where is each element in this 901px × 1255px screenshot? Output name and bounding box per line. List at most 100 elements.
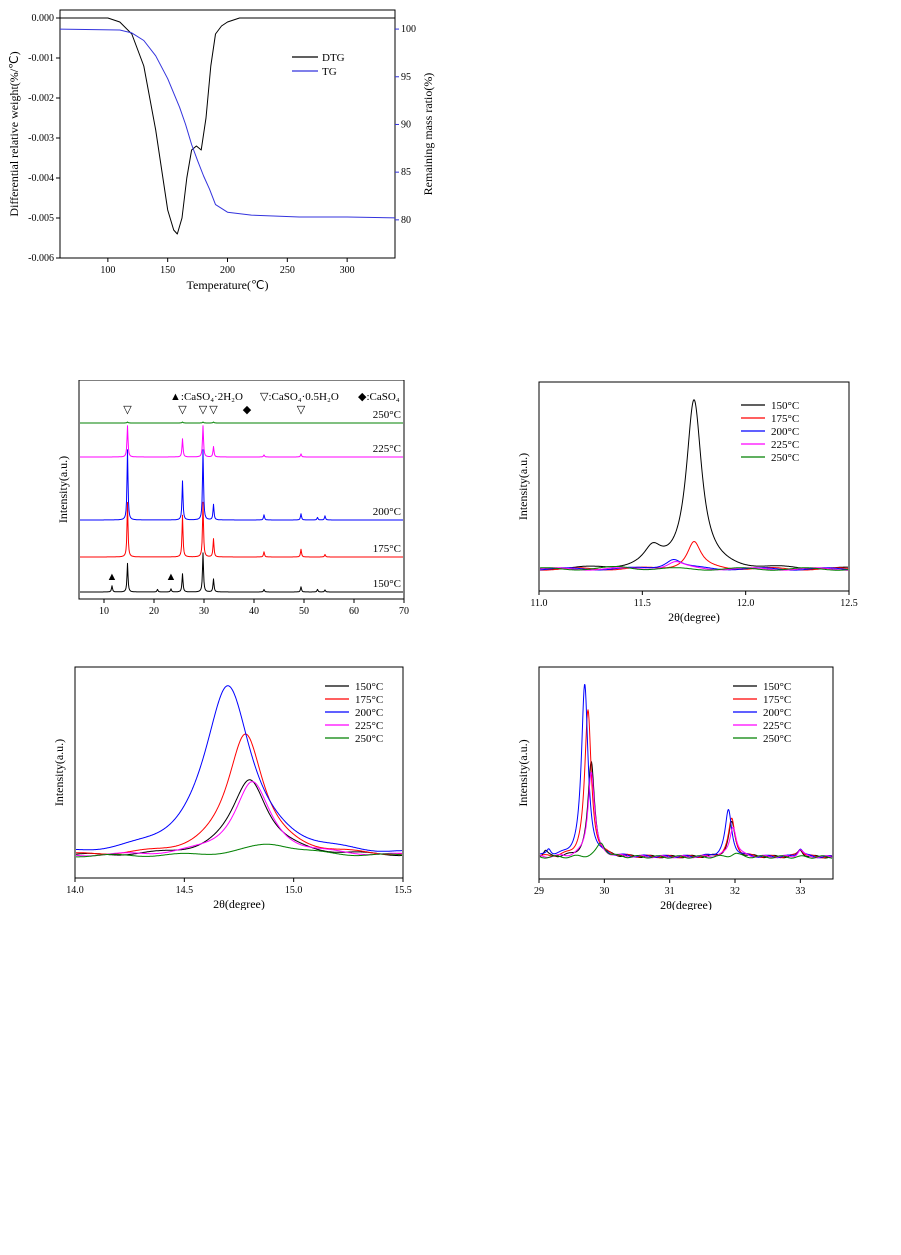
tg-y-tick-label: -0.005 (28, 213, 54, 224)
tg-y-tick-label: -0.001 (28, 53, 54, 64)
tg-y-axis-label: Differential relative weight(%/℃) (7, 51, 21, 216)
xrd-series-150c (80, 552, 403, 593)
z2-plot-frame (74, 666, 404, 879)
z3-legend-label: 150°C (763, 681, 791, 693)
z1-legend-label: 200°C (771, 426, 799, 438)
z1-legend-label: 175°C (771, 413, 799, 425)
xrd-series-label: 200°C (373, 506, 401, 518)
z2-series-175c (76, 733, 402, 855)
xrd-x-tick-label: 10 (99, 606, 109, 617)
z2-x-tick-label: 15.5 (394, 885, 412, 896)
z2-series-150c (76, 779, 402, 857)
xrd-x-axis-label: 2θ(degree) (216, 618, 268, 620)
z2-y-axis-label: Intensity(a.u.) (52, 739, 66, 806)
xrd-x-tick-label: 70 (399, 606, 409, 617)
z3-legend-label: 200°C (763, 707, 791, 719)
tg-x-tick-label: 100 (100, 265, 115, 276)
xrd-y-axis-label: Intensity(a.u.) (56, 456, 70, 523)
xrd-x-tick-label: 50 (299, 606, 309, 617)
tg-legend-label: TG (322, 66, 337, 78)
z2-series-225c (76, 781, 402, 857)
z3-series-150c (539, 761, 833, 859)
tg-y-tick-label: -0.002 (28, 93, 54, 104)
xrd-series-label: 175°C (373, 543, 401, 555)
z1-legend-label: 150°C (771, 400, 799, 412)
z3-x-tick-label: 30 (599, 886, 609, 897)
tg-y-right-axis-label: Remaining mass ratio(%) (421, 73, 435, 196)
z1-x-tick-label: 11.5 (634, 598, 651, 609)
z3-legend-label: 175°C (763, 694, 791, 706)
tg-y-right-tick-label: 95 (401, 72, 411, 83)
xrd-phase-marker: ▲ (166, 571, 177, 583)
xrd-phase-legend: ▽:CaSO₄·0.5H₂O (260, 391, 339, 403)
xrd-series-label: 150°C (373, 578, 401, 590)
xrd-plot-frame (78, 380, 405, 600)
tg-y-tick-label: 0.000 (32, 13, 55, 24)
z2-series-200c (76, 685, 402, 852)
xrd-phase-legend: ▲:CaSO₄·2H₂O (170, 391, 243, 403)
xrd-phase-marker: ◆ (243, 404, 252, 416)
tg-x-tick-label: 300 (340, 265, 355, 276)
z3-y-axis-label: Intensity(a.u.) (516, 739, 530, 806)
tg-series-tg (59, 28, 396, 219)
tg-y-right-tick-label: 80 (401, 215, 411, 226)
z1-y-axis-label: Intensity(a.u.) (516, 453, 530, 520)
tg-y-right-tick-label: 90 (401, 119, 411, 130)
xrd-phase-marker: ▲ (107, 571, 118, 583)
z3-legend-label: 225°C (763, 720, 791, 732)
xrd-zoom-14-chart: 14.0 14.5 15.0 15.5 2θ(degree) Intensity(a.u.… (52, 666, 412, 910)
z3-series-225c (539, 771, 833, 859)
z3-series-250c (539, 842, 833, 859)
z2-legend-label: 250°C (355, 733, 383, 745)
z3-x-axis-label: 2θ(degree) (660, 898, 712, 910)
z1-plot-frame (538, 381, 850, 592)
z3-x-tick-label: 31 (665, 886, 675, 897)
xrd-series-175c (80, 501, 403, 558)
z3-x-tick-label: 33 (795, 886, 805, 897)
z1-x-tick-label: 12.5 (840, 598, 858, 609)
xrd-zoom-29-chart: 29 30 31 32 33 2θ(degree) Intensity(a.u.) 150°C… (516, 666, 834, 910)
xrd-series-250c (80, 421, 403, 424)
tg-x-tick-label: 250 (280, 265, 295, 276)
tg-y-tick-label: -0.003 (28, 133, 54, 144)
z1-series-225c (540, 561, 848, 571)
xrd-phase-marker: ▽ (123, 404, 132, 416)
z1-legend-label: 225°C (771, 439, 799, 451)
xrd-pattern-chart: 10 20 30 40 50 60 70 2θ(degree) Intensity(a.u.) 1… (56, 380, 409, 620)
z3-x-tick-label: 29 (534, 886, 544, 897)
z2-legend-label: 225°C (355, 720, 383, 732)
tg-dtg-chart: 100 150 200 250 300 0.000 -0.001 -0.002 -0.003 -0… (7, 9, 435, 292)
tg-x-tick-label: 200 (220, 265, 235, 276)
xrd-series-225c (80, 425, 403, 458)
xrd-x-tick-label: 20 (149, 606, 159, 617)
xrd-phase-legend: ◆:CaSO₄ (358, 391, 400, 403)
tg-y-right-tick-label: 85 (401, 167, 411, 178)
z2-x-tick-label: 14.5 (176, 885, 194, 896)
z2-legend-label: 175°C (355, 694, 383, 706)
z1-series-250c (540, 566, 849, 571)
z2-x-axis-label: 2θ(degree) (213, 897, 265, 910)
xrd-series-label: 225°C (373, 443, 401, 455)
tg-x-axis-label: Temperature(℃) (187, 278, 269, 292)
z3-legend-label: 250°C (763, 733, 791, 745)
tg-plot-frame (59, 9, 396, 259)
z3-x-tick-label: 32 (730, 886, 740, 897)
xrd-series-200c (80, 449, 403, 521)
tg-y-tick-label: -0.004 (28, 173, 54, 184)
z2-legend-label: 150°C (355, 681, 383, 693)
z1-series-150c (540, 399, 849, 570)
tg-x-tick-label: 150 (160, 265, 175, 276)
z1-legend-label: 250°C (771, 452, 799, 464)
xrd-phase-marker: ▽ (199, 404, 208, 416)
tg-legend-label: DTG (322, 52, 345, 64)
xrd-phase-marker: ▽ (209, 404, 218, 416)
z1-x-tick-label: 11.0 (530, 598, 547, 609)
tg-y-tick-label: -0.006 (28, 253, 54, 264)
z2-x-tick-label: 15.0 (285, 885, 303, 896)
z3-plot-frame (538, 666, 834, 880)
z1-x-axis-label: 2θ(degree) (668, 610, 720, 624)
xrd-series-label: 250°C (373, 409, 401, 421)
xrd-phase-marker: ▽ (178, 404, 187, 416)
z1-x-tick-label: 12.0 (737, 598, 755, 609)
tg-y-right-tick-label: 100 (401, 24, 416, 35)
